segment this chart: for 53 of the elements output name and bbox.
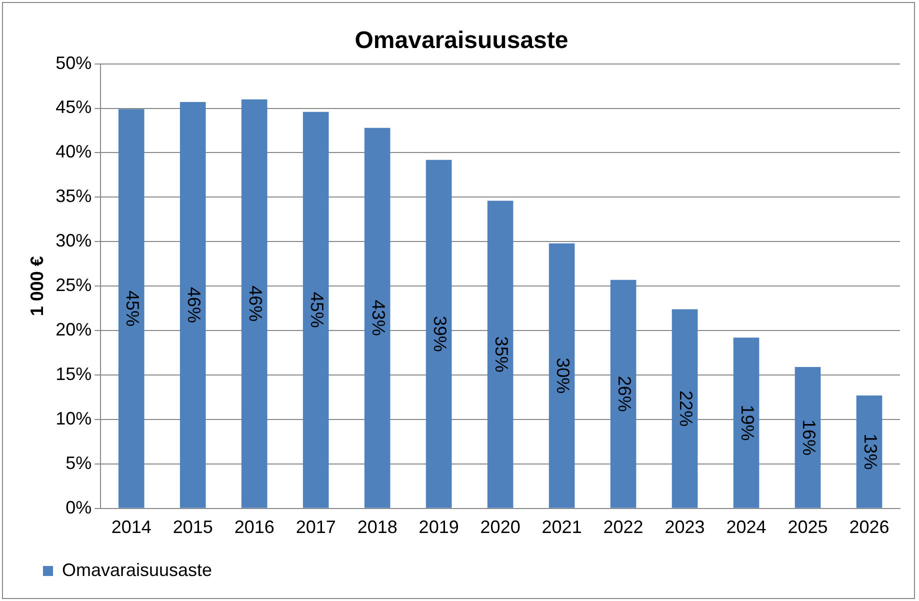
data-label: 22% [676,390,696,427]
data-label: 13% [860,434,880,470]
bar [241,99,268,508]
y-axis-title: 1 000 € [26,256,47,316]
x-tick-label: 2024 [726,517,766,538]
y-tick-label: 0% [66,497,92,518]
bar [733,338,760,508]
x-tick-label: 2015 [172,517,213,538]
y-tick-label: 5% [66,452,92,473]
bar [302,112,329,508]
y-tick-label: 10% [56,408,92,428]
y-tick-label: 50% [56,52,92,73]
x-tick-label: 2018 [357,517,398,538]
x-tick-label: 2025 [788,517,828,538]
data-label: 45% [306,292,327,328]
x-tick-label: 2023 [664,517,705,538]
data-label: 30% [552,358,573,394]
x-tick-label: 2019 [418,517,459,538]
data-label: 35% [491,336,512,372]
x-tick-label: 2016 [234,517,274,538]
data-label: 26% [614,376,634,412]
bar [364,128,390,508]
bar [794,367,821,508]
y-tick-label: 15% [56,364,92,384]
x-tick-label: 2026 [849,517,890,538]
y-tick-label: 45% [56,97,92,118]
data-label: 45% [122,290,142,327]
y-tick-label: 40% [56,142,92,162]
data-label: 46% [184,286,204,323]
y-tick-label: 20% [56,320,92,340]
bar [426,160,452,508]
x-tick-label: 2014 [111,517,152,538]
x-tick-label: 2020 [480,517,520,538]
x-tick-label: 2017 [296,517,336,538]
y-tick-label: 30% [56,230,92,251]
x-tick-label: 2022 [603,517,644,538]
bar [180,102,206,508]
y-tick-label: 35% [56,186,92,206]
bar [548,243,575,508]
bar [118,109,144,508]
bar [487,200,514,508]
legend-label: Omavaraisuusaste [62,560,212,580]
bar [672,309,698,508]
data-label: 46% [245,286,266,322]
bar [610,280,636,508]
chart-title: Omavaraisuusaste [354,27,568,54]
data-label: 39% [430,316,450,352]
data-label: 43% [368,300,388,336]
data-label: 16% [798,419,819,456]
x-tick-label: 2021 [542,517,582,538]
bar [856,395,882,508]
y-tick-label: 25% [56,275,92,296]
data-label: 19% [737,404,758,441]
